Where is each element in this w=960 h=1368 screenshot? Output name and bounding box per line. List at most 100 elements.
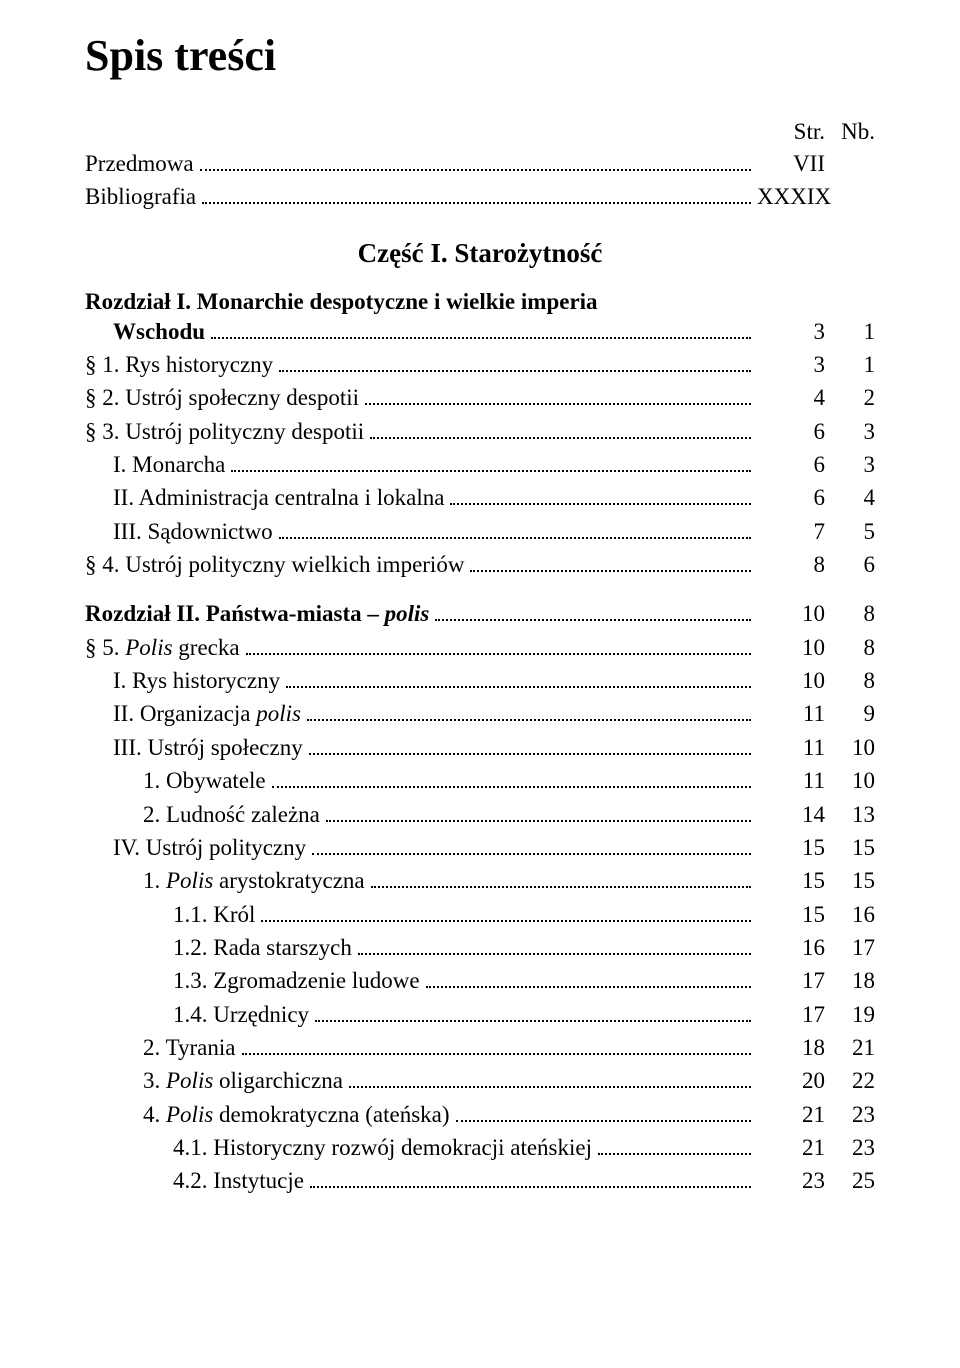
toc-row: Przedmowa VII (85, 147, 875, 180)
toc-row: 1.3. Zgromadzenie ludowe1718 (85, 964, 875, 997)
toc-label: I. Monarcha (113, 448, 225, 481)
toc-str: 3 (757, 348, 825, 381)
page-title: Spis treści (85, 30, 875, 81)
page: { "title": "Spis treści", "headers": { "… (0, 0, 960, 1368)
leader-dots (370, 415, 751, 439)
leader-dots (310, 1164, 751, 1188)
toc-label: 1. Obywatele (143, 764, 266, 797)
leader-dots (312, 831, 751, 855)
toc-row: 2. Tyrania 1821 (85, 1031, 875, 1064)
spacer (85, 581, 875, 597)
toc-label: Bibliografia (85, 180, 196, 213)
leader-dots (358, 931, 751, 955)
text: 1.1. Król (173, 902, 255, 927)
text: arystokratyczna (213, 868, 364, 893)
toc-label: § 2. Ustrój społeczny despotii (85, 381, 359, 414)
toc-str: 11 (757, 764, 825, 797)
text: 2. Tyrania (143, 1035, 236, 1060)
toc-nb: 3 (825, 448, 875, 481)
toc-label: IV. Ustrój polityczny (113, 831, 306, 864)
text: I. Rys historyczny (113, 668, 280, 693)
toc-row: § 5. Polis grecka108 (85, 631, 875, 664)
toc-str: 17 (757, 998, 825, 1031)
text: 1.4. Urzędnicy (173, 1002, 309, 1027)
toc-row: IV. Ustrój polityczny 1515 (85, 831, 875, 864)
column-headers: Str. Nb. (85, 119, 875, 145)
leader-dots (261, 898, 751, 922)
toc-label: II. Organizacja polis (113, 697, 301, 730)
toc-row: III. Sądownictwo75 (85, 515, 875, 548)
leader-dots (279, 348, 751, 372)
toc-row: 1.4. Urzędnicy1719 (85, 998, 875, 1031)
toc-nb: 18 (825, 964, 875, 997)
toc-row: II. Organizacja polis119 (85, 697, 875, 730)
toc-nb: 23 (825, 1098, 875, 1131)
toc-nb: 1 (825, 315, 875, 348)
toc-row: Wschodu 3 1 (85, 315, 875, 348)
toc-label: Przedmowa (85, 147, 194, 180)
toc-str: 10 (757, 631, 825, 664)
leader-dots (286, 664, 751, 688)
toc-nb: 25 (825, 1164, 875, 1197)
toc-row: I. Monarcha 63 (85, 448, 875, 481)
leader-dots (307, 698, 751, 722)
toc-nb: 8 (825, 664, 875, 697)
toc-str: 21 (757, 1098, 825, 1131)
toc-str: 14 (757, 798, 825, 831)
leader-dots (242, 1031, 752, 1055)
toc-label: 1.2. Rada starszych (173, 931, 352, 964)
toc-label: § 1. Rys historyczny (85, 348, 273, 381)
toc-nb: 15 (825, 831, 875, 864)
toc-row: 1.1. Król1516 (85, 898, 875, 931)
toc-nb: 3 (825, 415, 875, 448)
toc-str: 7 (757, 515, 825, 548)
text: 4. (143, 1102, 166, 1127)
toc-nb: 21 (825, 1031, 875, 1064)
toc-label: II. Administracja centralna i lokalna (113, 481, 444, 514)
toc-row: § 4. Ustrój polityczny wielkich imperiów… (85, 548, 875, 581)
toc-label: 4. Polis demokratyczna (ateńska) (143, 1098, 450, 1131)
toc-str: 10 (757, 664, 825, 697)
toc-row: I. Rys historyczny 108 (85, 664, 875, 697)
toc-label: Rozdział II. Państwa-miasta – polis (85, 597, 429, 630)
toc-str: 15 (757, 864, 825, 897)
text: 4.2. Instytucje (173, 1168, 304, 1193)
toc-nb: 23 (825, 1131, 875, 1164)
col-header-nb: Nb. (825, 119, 875, 145)
toc-row: § 1. Rys historyczny31 (85, 348, 875, 381)
leader-dots (365, 382, 751, 406)
toc-str: 15 (757, 831, 825, 864)
leader-dots (272, 764, 751, 788)
toc-row: 1. Obywatele1110 (85, 764, 875, 797)
leader-dots (315, 998, 751, 1022)
text: Rozdział II. Państwa-miasta – (85, 601, 385, 626)
text-italic: Polis (125, 635, 172, 660)
leader-dots (200, 147, 751, 171)
toc-label: 4.2. Instytucje (173, 1164, 304, 1197)
toc-nb: 5 (825, 515, 875, 548)
leader-dots (246, 631, 751, 655)
toc-str: 6 (757, 415, 825, 448)
text: § 5. (85, 635, 125, 660)
toc-row: III. Ustrój społeczny 1110 (85, 731, 875, 764)
toc-row: § 2. Ustrój społeczny despotii42 (85, 381, 875, 414)
toc-str: 18 (757, 1031, 825, 1064)
toc-str: 6 (757, 448, 825, 481)
toc-row: 1. Polis arystokratyczna1515 (85, 864, 875, 897)
toc-nb: 13 (825, 798, 875, 831)
leader-dots (470, 548, 751, 572)
toc-nb: 8 (825, 597, 875, 630)
toc-row: Bibliografia XXXIX (85, 180, 875, 213)
text: 2. Ludność zależna (143, 802, 320, 827)
leader-dots (371, 864, 751, 888)
toc-str: 10 (757, 597, 825, 630)
toc-label: III. Ustrój społeczny (113, 731, 303, 764)
toc-str: 23 (757, 1164, 825, 1197)
toc-row: 2. Ludność zależna 1413 (85, 798, 875, 831)
toc-nb: 10 (825, 731, 875, 764)
leader-dots (309, 731, 751, 755)
toc-str: 11 (757, 731, 825, 764)
text: IV. Ustrój polityczny (113, 835, 306, 860)
leader-dots (279, 515, 751, 539)
leader-dots (349, 1064, 751, 1088)
